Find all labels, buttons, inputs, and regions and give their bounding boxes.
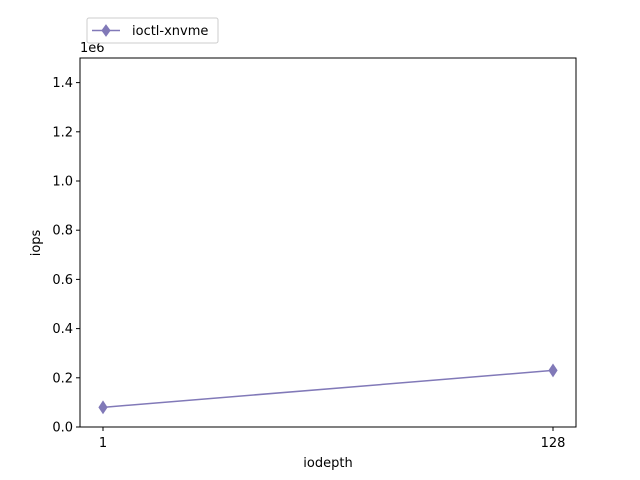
data-point-marker <box>98 400 108 415</box>
x-tick-label: 128 <box>541 436 566 451</box>
y-tick-label: 1.4 <box>52 76 73 91</box>
legend-diamond-marker <box>101 24 111 37</box>
legend: ioctl-xnvme <box>86 17 219 44</box>
y-axis-ticks: 0.0 0.2 0.4 0.6 0.8 1.0 1.2 1.4 <box>52 76 80 436</box>
y-tick-label: 0.0 <box>52 421 73 436</box>
legend-box <box>86 17 219 44</box>
y-tick-label: 0.8 <box>52 224 73 239</box>
y-tick-label: 0.4 <box>52 322 73 337</box>
y-tick-label: 0.6 <box>52 273 73 288</box>
x-axis-label: iodepth <box>303 456 352 471</box>
y-tick-label: 0.2 <box>52 371 73 386</box>
x-tick-label: 1 <box>99 436 107 451</box>
series-line <box>102 369 554 409</box>
legend-series-name: ioctl-xnvme <box>132 24 208 39</box>
data-point-marker <box>548 363 558 378</box>
y-tick-label: 1.0 <box>52 175 73 190</box>
y-axis-label: iops <box>29 229 44 256</box>
plot-area <box>80 58 576 427</box>
series-layer <box>98 363 558 415</box>
plot-frame <box>79 57 577 428</box>
y-offset-label: 1e6 <box>80 41 105 56</box>
x-axis-ticks: 1 128 <box>99 427 566 451</box>
y-tick-label: 1.2 <box>52 125 73 140</box>
